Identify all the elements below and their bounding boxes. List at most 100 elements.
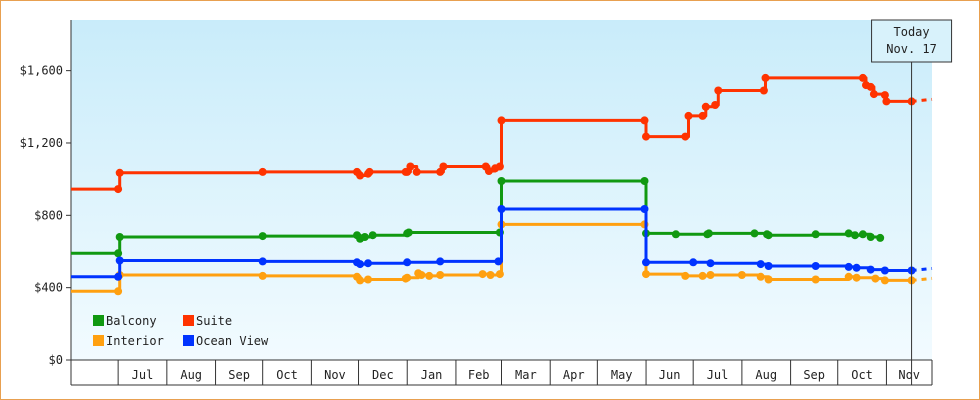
data-point [706,259,715,268]
data-point [364,275,372,284]
data-point [866,233,875,241]
data-point [497,177,506,185]
legend-label: Ocean View [196,334,269,348]
data-point [368,231,377,240]
data-point [640,205,649,213]
data-point [704,229,713,238]
data-point [495,162,504,171]
data-point [115,233,124,241]
data-point [404,228,413,237]
month-label: Oct [276,368,298,382]
projection-line [911,97,933,103]
data-point [869,90,878,99]
today-date-label: Nov. 17 [886,42,937,56]
y-tick-label: $0 [49,353,63,367]
data-point [681,132,690,141]
data-point [403,273,412,282]
data-point [698,271,707,280]
data-point [876,233,885,242]
data-point [114,185,123,194]
data-point [689,258,698,267]
data-point [852,263,861,272]
data-point [681,271,690,280]
month-label: Sep [803,368,825,382]
data-point [115,256,124,265]
data-point [497,116,506,125]
data-point [671,230,680,239]
data-point [356,276,365,285]
y-tick-label: $1,200 [20,136,63,150]
month-label: Nov [898,368,920,382]
data-point [866,265,875,274]
data-point [811,230,820,239]
data-point [486,271,495,279]
data-point [425,271,434,280]
month-label: Oct [851,368,873,382]
data-point [844,272,853,281]
data-point [844,229,853,238]
data-point [436,257,445,266]
legend: Balcony Suite Interior Ocean View [93,314,269,348]
today-marker: Today Nov. 17 [871,19,953,385]
today-label: Today [894,25,930,39]
data-point [484,167,493,175]
data-point [417,271,426,279]
month-label: Dec [372,368,394,382]
data-point [258,167,267,176]
month-label: May [611,368,633,382]
data-point [412,167,421,176]
data-point [844,262,853,271]
data-point [403,258,412,267]
data-point [880,276,889,285]
data-point [714,86,723,95]
data-point [866,82,875,91]
today-label-box [871,19,953,63]
month-label: Jul [707,368,729,382]
data-point [114,272,123,281]
legend-swatch [93,335,104,346]
month-label: Aug [755,368,777,382]
data-point [356,260,365,269]
data-point [364,259,372,268]
data-point [701,102,710,111]
data-point [764,262,773,270]
data-point [439,162,448,171]
data-point [858,73,867,82]
legend-label: Suite [196,314,232,328]
series-lines [71,73,933,296]
data-point [258,232,267,241]
legend-label: Interior [106,334,164,348]
y-tick-labels: $0 $400 $800 $1,200 $1,600 [20,64,63,367]
month-label: Jun [659,368,681,382]
data-point [114,249,123,258]
projection-line [911,266,933,272]
data-point [756,272,765,281]
data-point [871,274,880,283]
data-point [478,270,487,279]
data-point [406,162,415,171]
data-point [880,91,889,100]
data-point [764,231,773,240]
month-label: Mar [515,368,537,382]
month-label: Jul [132,368,154,382]
data-point [880,266,889,275]
data-point [360,233,369,241]
projection-line [911,276,933,282]
legend-label: Balcony [106,314,157,328]
data-point [706,271,715,279]
month-label: Nov [324,368,346,382]
month-label: Aug [180,368,202,382]
data-point [494,257,503,266]
data-point [495,270,504,279]
x-axis: Jul Aug Sep Oct Nov Dec Jan Feb Mar Apr May Jun Jul A… [70,360,933,386]
data-point [640,116,649,125]
data-point [497,205,506,213]
data-point [851,231,859,240]
data-point [258,257,267,266]
y-tick-label: $400 [34,281,63,295]
data-point [698,111,707,120]
data-point [436,271,445,279]
month-label: Sep [228,368,250,382]
data-point [365,167,374,176]
data-point [811,275,820,284]
